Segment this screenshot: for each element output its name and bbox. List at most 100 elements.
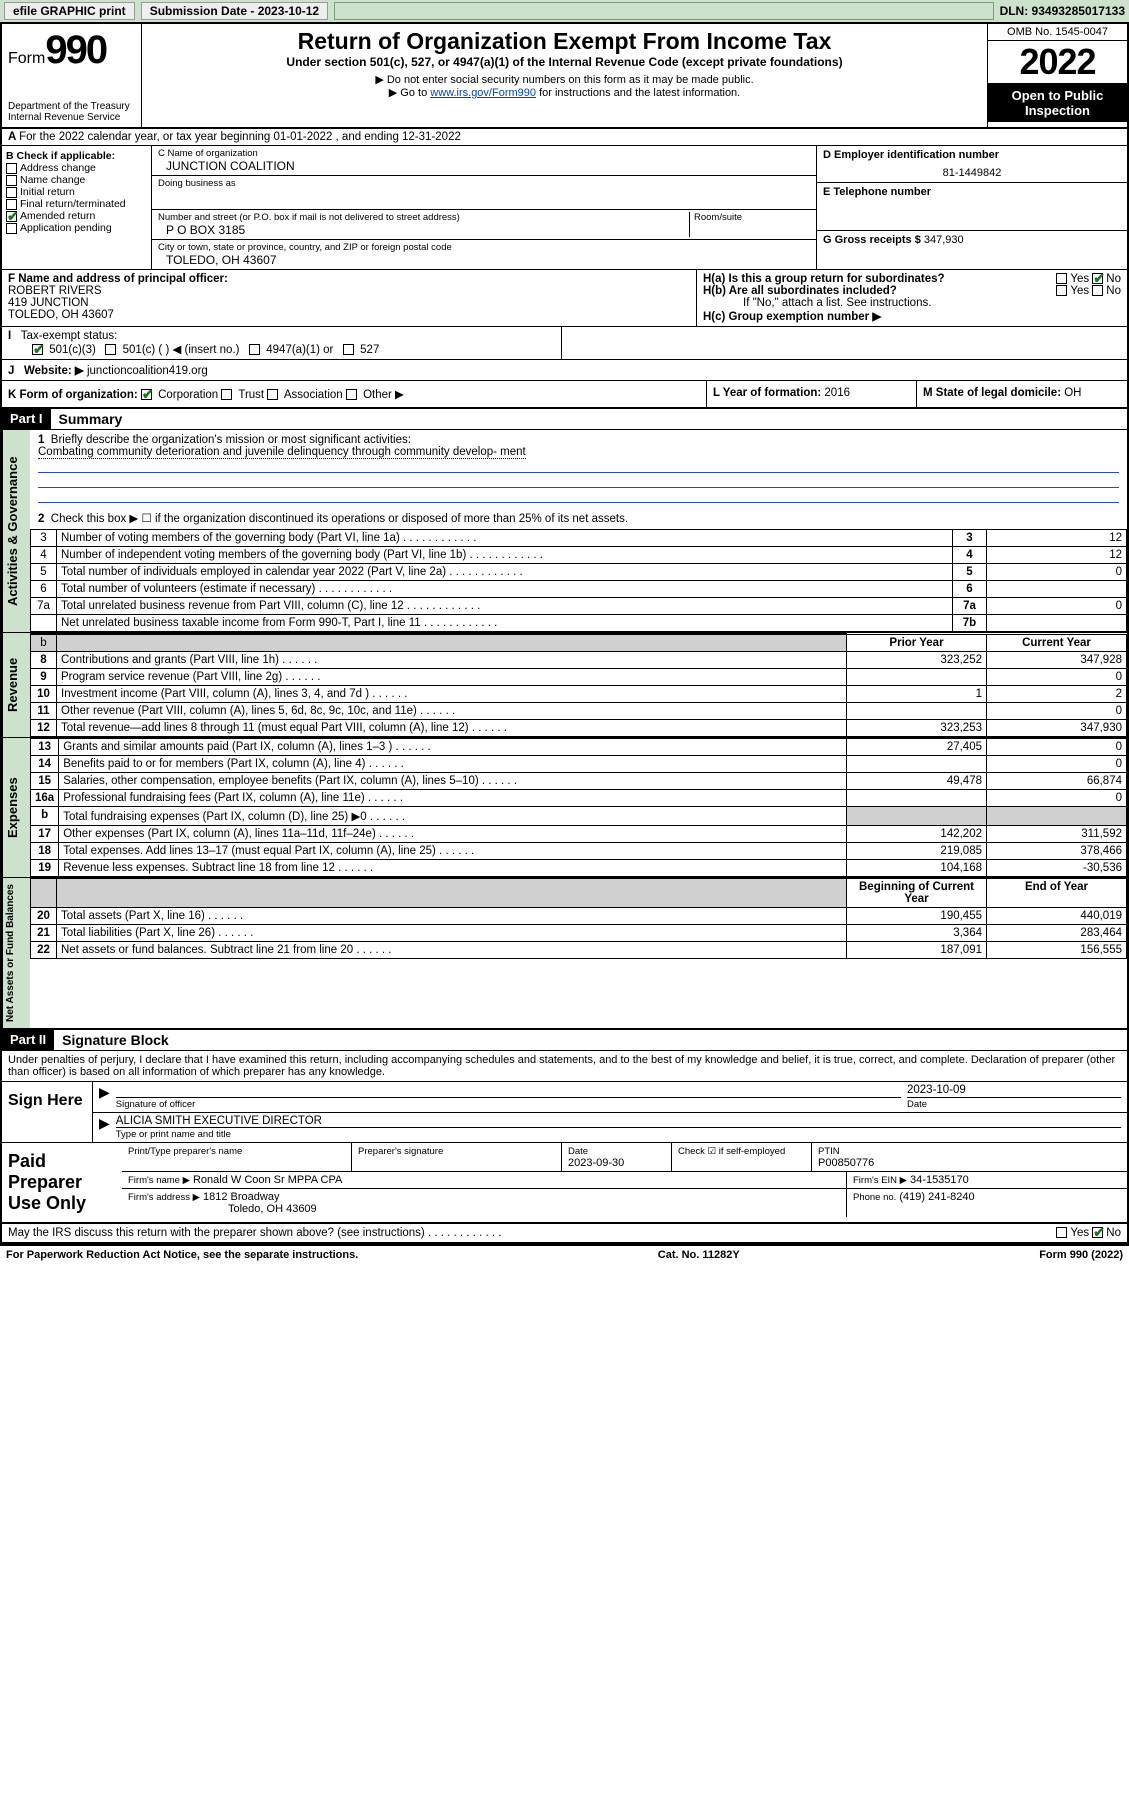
dln-label: DLN: 93493285017133 [1000,4,1125,18]
section-a: A For the 2022 calendar year, or tax yea… [2,129,1127,146]
ptin-value: P00850776 [818,1157,874,1169]
officer-addr1: 419 JUNCTION [8,297,89,309]
firm-addr1: 1812 Broadway [203,1191,279,1203]
omb-number: OMB No. 1545-0047 [988,24,1127,41]
year-formation: 2016 [824,387,850,399]
prep-date: 2023-09-30 [568,1157,624,1169]
section-c: C Name of organization JUNCTION COALITIO… [152,146,817,269]
footer: For Paperwork Reduction Act Notice, see … [0,1246,1129,1264]
submission-date-btn[interactable]: Submission Date - 2023-10-12 [141,2,328,20]
b-check-4[interactable] [6,211,17,222]
section-deg: D Employer identification number 81-1449… [817,146,1127,269]
website-value: junctioncoalition419.org [87,365,208,377]
officer-name-title: ALICIA SMITH EXECUTIVE DIRECTOR [116,1115,1121,1127]
phone-label: E Telephone number [823,186,931,198]
hb-yes[interactable] [1056,285,1067,296]
b-check-2[interactable] [6,187,17,198]
k-label: K Form of organization: [8,389,138,401]
jurat-text: Under penalties of perjury, I declare th… [2,1051,1127,1082]
name-title-label: Type or print name and title [116,1129,231,1140]
b-label: B Check if applicable: [6,150,147,162]
self-employed: Check ☑ if self-employed [678,1146,785,1157]
ein-label: D Employer identification number [823,149,999,161]
k-opt-2[interactable] [267,389,278,400]
pra-notice: For Paperwork Reduction Act Notice, see … [6,1249,358,1261]
table-net: Beginning of Current YearEnd of Year20To… [30,878,1127,959]
sign-here-block: Sign Here ▶ Signature of officer 2023-10… [2,1082,1127,1143]
firm-name: Ronald W Coon Sr MPPA CPA [193,1174,342,1186]
prep-sig-label: Preparer's signature [358,1146,443,1157]
k-opt-0[interactable] [141,389,152,400]
table-rev: bPrior YearCurrent Year8Contributions an… [30,633,1127,737]
q1-label: Briefly describe the organization's miss… [51,434,411,446]
room-label: Room/suite [694,212,810,223]
tax-year: 2022 [988,41,1127,84]
block-bcdeg: B Check if applicable: Address changeNam… [2,146,1127,270]
may-irs-row: May the IRS discuss this return with the… [2,1224,1127,1244]
i-opt-3[interactable] [343,344,354,355]
b-check-0[interactable] [6,163,17,174]
firm-addr2: Toledo, OH 43609 [128,1203,317,1215]
sign-here-label: Sign Here [2,1082,92,1142]
b-check-5[interactable] [6,223,17,234]
gross-value: 347,930 [924,234,964,246]
dept-irs: Internal Revenue Service [8,112,135,123]
summary-gov: Activities & Governance 1 Briefly descri… [2,430,1127,633]
table-exp: 13Grants and similar amounts paid (Part … [30,738,1127,877]
side-rev: Revenue [2,633,30,737]
row-i: I Tax-exempt status: 501(c)(3) 501(c) ( … [2,327,1127,360]
part-i-header: Part I Summary [2,409,1127,430]
mayirs-yes[interactable] [1056,1227,1067,1238]
k-opt-1[interactable] [221,389,232,400]
row-fh: F Name and address of principal officer:… [2,270,1127,327]
hb-no[interactable] [1092,285,1103,296]
form-subtitle: Under section 501(c), 527, or 4947(a)(1)… [150,55,979,69]
form-number: Form990 [8,28,135,73]
hb-note: If "No," attach a list. See instructions… [703,297,1121,309]
officer-label: F Name and address of principal officer: [8,273,228,285]
c-name-label: C Name of organization [158,148,810,159]
dept-treasury: Department of the Treasury [8,101,135,112]
firm-ein: 34-1535170 [910,1174,969,1186]
sig-date-label: Date [907,1099,927,1110]
open-public: Open to Public Inspection [988,84,1127,122]
paid-preparer-block: Paid Preparer Use Only Print/Type prepar… [2,1143,1127,1224]
efile-print-btn[interactable]: efile GRAPHIC print [4,2,135,20]
cat-no: Cat. No. 11282Y [658,1249,740,1261]
row-klm: K Form of organization: Corporation Trus… [2,381,1127,409]
side-exp: Expenses [2,738,30,877]
b-check-1[interactable] [6,175,17,186]
ha-no[interactable] [1092,273,1103,284]
city-label: City or town, state or province, country… [158,242,810,253]
irs-link[interactable]: www.irs.gov/Form990 [430,87,536,99]
form-header: Form990 Department of the Treasury Inter… [2,24,1127,129]
instr-goto: ▶ Go to www.irs.gov/Form990 for instruct… [150,86,979,99]
i-opt-2[interactable] [249,344,260,355]
street-value: P O BOX 3185 [158,223,685,237]
state-domicile: OH [1064,387,1081,399]
hc-label: H(c) Group exemption number ▶ [703,311,881,323]
gross-label: G Gross receipts $ [823,234,921,246]
officer-addr2: TOLEDO, OH 43607 [8,309,114,321]
arrow-icon: ▶ [99,1115,110,1140]
prep-name-label: Print/Type preparer's name [128,1146,242,1157]
part-ii-header: Part II Signature Block [2,1030,1127,1051]
firm-phone: (419) 241-8240 [899,1191,974,1203]
row-j: J Website: ▶ junctioncoalition419.org [2,360,1127,381]
side-net: Net Assets or Fund Balances [2,878,30,1028]
ha-yes[interactable] [1056,273,1067,284]
org-name: JUNCTION COALITION [158,159,810,173]
arrow-icon: ▶ [99,1084,110,1110]
i-opt-0[interactable] [32,344,43,355]
paid-label: Paid Preparer Use Only [2,1143,122,1222]
hb-row: H(b) Are all subordinates included? Yes … [703,285,1121,297]
city-value: TOLEDO, OH 43607 [158,253,810,267]
side-gov: Activities & Governance [2,430,30,632]
summary-net: Net Assets or Fund Balances Beginning of… [2,878,1127,1030]
mayirs-no[interactable] [1092,1227,1103,1238]
sig-officer-label: Signature of officer [116,1099,196,1110]
k-opt-3[interactable] [346,389,357,400]
form-title: Return of Organization Exempt From Incom… [150,28,979,55]
i-opt-1[interactable] [105,344,116,355]
summary-exp: Expenses 13Grants and similar amounts pa… [2,738,1127,878]
